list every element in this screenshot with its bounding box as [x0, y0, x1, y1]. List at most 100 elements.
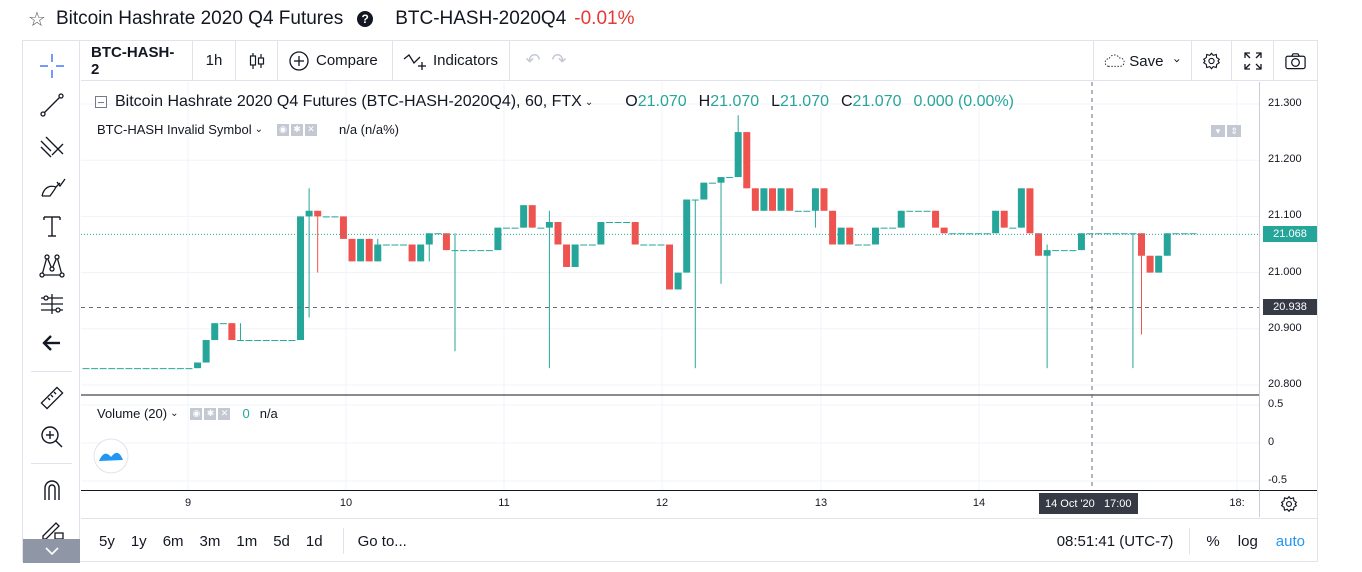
candle	[520, 205, 528, 228]
range-button-5d[interactable]: 5d	[273, 532, 290, 550]
prediction-icon[interactable]	[23, 285, 80, 323]
candle	[863, 244, 871, 246]
goto-button[interactable]: Go to...	[357, 532, 407, 550]
gear-icon[interactable]: ✱	[291, 123, 303, 136]
save-button[interactable]: Save	[1093, 41, 1191, 81]
axis-settings-button[interactable]	[1259, 490, 1317, 517]
close-icon[interactable]: ✕	[305, 123, 317, 136]
clock-display[interactable]: 08:51:41 (UTC-7)	[1056, 532, 1174, 550]
candle	[769, 188, 777, 211]
star-icon[interactable]: ☆	[28, 8, 46, 31]
candle	[1129, 233, 1137, 369]
percent-toggle[interactable]: %	[1206, 532, 1220, 550]
indicator-legend: BTC-HASH Invalid Symbol ⌄ ◉ ✱ ✕ n/a (n/a…	[97, 122, 399, 137]
pattern-icon[interactable]	[23, 246, 80, 284]
candle	[760, 188, 768, 211]
text-icon[interactable]	[23, 207, 80, 245]
candle	[305, 188, 313, 318]
candle	[1163, 233, 1171, 256]
price-chart[interactable]	[81, 82, 1259, 490]
candle	[871, 227, 879, 245]
time-axis[interactable]: 9 10 11 12 13 14 18: 14 Oct '20 17:00	[81, 490, 1259, 517]
range-button-1d[interactable]: 1d	[305, 532, 323, 550]
collapse-pane-icon[interactable]: ▾	[1211, 125, 1225, 137]
chart-type-button[interactable]	[236, 40, 278, 81]
candle	[245, 340, 253, 342]
candle	[820, 188, 828, 211]
range-button-5y[interactable]: 5y	[99, 532, 115, 550]
range-button-3m[interactable]: 3m	[199, 532, 221, 550]
candle	[846, 227, 854, 245]
candle	[786, 188, 794, 211]
candle	[297, 216, 305, 341]
brush-icon[interactable]	[23, 168, 80, 206]
ruler-icon[interactable]	[23, 379, 80, 417]
volume-legend: Volume (20) ⌄ ◉ ✱ ✕ 0 n/a	[97, 406, 278, 421]
candle	[966, 233, 974, 235]
symbol-header: ☆ Bitcoin Hashrate 2020 Q4 Futures ? BTC…	[0, 0, 1362, 38]
time-tick-label: 14	[972, 497, 986, 509]
open-label: O	[625, 93, 638, 110]
high-label: H	[698, 93, 711, 110]
zoom-in-icon[interactable]	[23, 418, 80, 456]
log-toggle[interactable]: log	[1237, 532, 1258, 550]
range-buttons: 5y 1y 6m 3m 1m 5d 1d	[81, 533, 331, 550]
chevron-down-icon[interactable]: ⌄	[170, 408, 179, 419]
chevron-down-icon[interactable]: ⌄	[254, 124, 263, 135]
expand-toolbar-button[interactable]	[23, 539, 80, 563]
candle	[983, 233, 991, 235]
gear-icon[interactable]: ✱	[204, 407, 217, 420]
gear-icon	[1202, 52, 1221, 70]
time-tick-label: 13	[814, 497, 828, 509]
candle	[1155, 255, 1163, 273]
time-tick-label: 9	[184, 497, 192, 509]
candle	[357, 238, 365, 262]
save-label: Save	[1129, 52, 1164, 70]
visibility-icon[interactable]: ◉	[190, 407, 203, 420]
compare-button[interactable]: Compare	[278, 40, 393, 81]
collapse-icon[interactable]	[95, 96, 107, 108]
interval-button[interactable]: 1h	[193, 40, 236, 81]
volume-title[interactable]: Volume (20)	[97, 406, 168, 421]
settings-button[interactable]	[1191, 41, 1231, 81]
candle	[382, 244, 390, 246]
back-arrow-icon[interactable]	[23, 324, 80, 362]
close-icon[interactable]: ✕	[218, 407, 231, 420]
candle	[657, 244, 665, 246]
candle	[511, 227, 519, 229]
chevron-down-icon[interactable]: ⌄	[584, 96, 594, 108]
candle	[906, 210, 914, 212]
help-icon[interactable]: ?	[357, 11, 374, 27]
snapshot-button[interactable]	[1273, 41, 1317, 81]
tradingview-logo[interactable]	[93, 438, 129, 474]
magnet-icon[interactable]	[23, 471, 80, 509]
range-button-6m[interactable]: 6m	[162, 532, 184, 550]
candle	[683, 199, 691, 273]
range-button-1y[interactable]: 1y	[130, 532, 147, 550]
time-tick-label: 11	[498, 497, 510, 509]
redo-icon[interactable]: ↷	[551, 50, 567, 70]
undo-icon[interactable]: ↶	[525, 50, 541, 70]
indicators-button[interactable]: Indicators	[393, 40, 510, 81]
visibility-icon[interactable]: ◉	[277, 123, 289, 136]
candle	[614, 222, 622, 224]
price-axis[interactable]: 21.300 21.200 21.100 21.000 20.900 20.800 21.…	[1259, 82, 1317, 490]
candle	[537, 227, 545, 229]
candle	[331, 216, 339, 218]
range-button-1m[interactable]: 1m	[236, 532, 258, 550]
candle	[254, 340, 262, 342]
move-pane-icon[interactable]: ⇕	[1227, 125, 1241, 137]
crosshair-icon[interactable]	[23, 47, 80, 85]
candle	[563, 244, 571, 267]
close-value: 21.070	[852, 93, 902, 110]
candle	[571, 244, 579, 267]
fib-icon[interactable]	[23, 128, 80, 166]
symbol-search-button[interactable]: BTC-HASH-2	[81, 40, 193, 81]
trendline-icon[interactable]	[23, 86, 80, 124]
candle	[1086, 233, 1094, 235]
gear-icon	[1280, 495, 1297, 513]
fullscreen-button[interactable]	[1231, 41, 1273, 81]
invalid-symbol-label[interactable]: BTC-HASH Invalid Symbol	[97, 122, 252, 137]
auto-toggle[interactable]: auto	[1275, 532, 1305, 550]
legend-title[interactable]: Bitcoin Hashrate 2020 Q4 Futures (BTC-HA…	[115, 93, 582, 110]
